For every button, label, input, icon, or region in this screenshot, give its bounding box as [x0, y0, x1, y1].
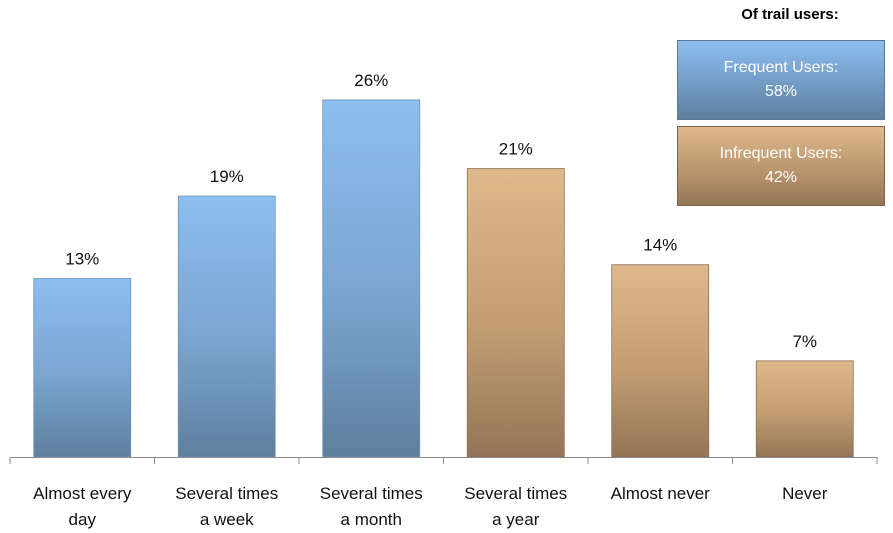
legend-infrequent-label: Infrequent Users:: [719, 145, 843, 162]
legend-title: Of trail users:: [741, 6, 839, 23]
data-label-2: 26%: [354, 71, 388, 90]
data-label-1: 19%: [210, 167, 244, 186]
data-label-0: 13%: [65, 249, 99, 268]
data-label-4: 14%: [643, 236, 677, 255]
bars-group: [33, 99, 854, 458]
x-tick-label-0-line-0: Almost every: [33, 484, 132, 503]
legend-frequent-label: Frequent Users:: [723, 59, 839, 76]
x-tick-label-1-line-1: a week: [200, 510, 254, 529]
bar-2: [322, 99, 421, 458]
x-tick-labels-group: Almost every day Several times a week Severa…: [33, 484, 828, 529]
data-label-5: 7%: [792, 332, 817, 351]
data-labels-group: 13% 19% 26% 21% 14% 7%: [65, 71, 817, 351]
bar-0: [33, 278, 132, 458]
x-tick-label-2-line-1: a month: [341, 510, 402, 529]
x-tick-label-3-line-1: a year: [492, 510, 540, 529]
bar-1: [177, 195, 276, 458]
x-tick-label-0-line-1: day: [69, 510, 97, 529]
x-tick-label-2-line-0: Several times: [320, 484, 423, 503]
bar-4: [611, 264, 710, 458]
legend-infrequent-users: Infrequent Users: 42%: [677, 126, 885, 206]
legend-frequent-value: 58%: [764, 83, 798, 100]
x-tick-label-1-line-0: Several times: [175, 484, 278, 503]
x-tick-label-3-line-0: Several times: [464, 484, 567, 503]
bar-3: [466, 168, 565, 458]
legend-infrequent-value: 42%: [764, 169, 798, 186]
data-label-3: 21%: [499, 140, 533, 159]
legend-frequent-users: Frequent Users: 58%: [677, 40, 885, 120]
x-tick-label-5-line-0: Never: [782, 484, 828, 503]
x-axis: [9, 457, 878, 464]
x-tick-label-4-line-0: Almost never: [611, 484, 711, 503]
bar-5: [755, 360, 854, 458]
